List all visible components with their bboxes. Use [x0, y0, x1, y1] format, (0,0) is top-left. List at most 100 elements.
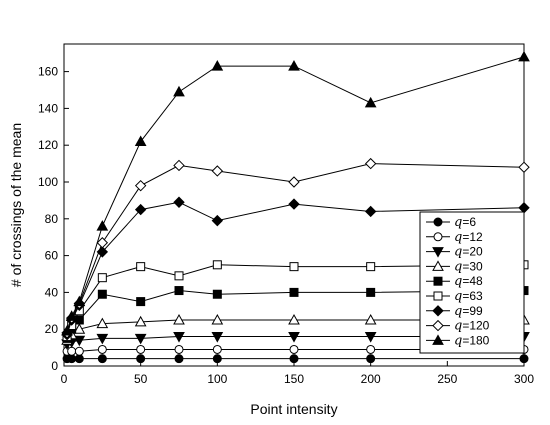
- legend-value: =99: [462, 304, 483, 318]
- data-point: [366, 262, 376, 272]
- x-tick-label: 200: [361, 372, 381, 386]
- y-tick-label: 40: [45, 285, 59, 299]
- legend-value: =180: [462, 333, 489, 347]
- legend-label: q=12: [454, 230, 483, 245]
- legend-marker: [432, 247, 444, 258]
- legend-marker: [433, 217, 443, 227]
- y-tick-label: 60: [45, 249, 59, 263]
- legend-symbol: q: [454, 230, 462, 245]
- legend-value: =20: [462, 245, 483, 259]
- data-point: [96, 317, 109, 329]
- data-point: [364, 157, 377, 170]
- x-tick-label: 250: [437, 372, 457, 386]
- legend-label: q=99: [454, 304, 483, 319]
- legend-symbol: q: [454, 245, 462, 260]
- legend-label: q=30: [454, 259, 483, 274]
- data-point: [136, 262, 146, 272]
- legend-marker: [432, 260, 444, 271]
- data-point: [289, 344, 299, 354]
- y-tick-label: 160: [38, 65, 58, 79]
- data-point: [74, 346, 84, 356]
- data-point: [136, 344, 146, 354]
- data-point: [97, 273, 107, 283]
- series-q-180: [61, 50, 530, 336]
- legend-value: =6: [462, 215, 476, 229]
- legend-marker: [432, 319, 444, 332]
- data-point: [289, 287, 299, 297]
- legend-item: q=63: [426, 289, 483, 304]
- legend-symbol: q: [454, 215, 462, 230]
- legend-label: q=180: [454, 333, 490, 348]
- legend-marker: [432, 305, 444, 317]
- data-point: [364, 96, 377, 108]
- data-point: [211, 60, 224, 71]
- legend-symbol: q: [454, 304, 462, 319]
- data-point: [67, 346, 77, 356]
- series-layer: [61, 50, 530, 364]
- legend-symbol: q: [454, 274, 462, 289]
- data-point: [518, 50, 530, 62]
- data-point: [97, 289, 107, 299]
- legend-marker: [432, 334, 444, 345]
- data-point: [96, 237, 109, 249]
- data-point: [174, 286, 184, 296]
- series-q-6: [62, 354, 529, 364]
- data-point: [518, 161, 530, 173]
- data-point: [211, 332, 224, 343]
- y-tick-label: 100: [38, 175, 58, 189]
- y-tick-label: 120: [38, 138, 58, 152]
- legend-symbol: q: [454, 333, 462, 348]
- y-axis: 0 20 40 60 80 100 120 140 160: [38, 65, 69, 373]
- legend-value: =63: [462, 289, 483, 303]
- data-point: [67, 354, 77, 364]
- data-point: [65, 310, 78, 321]
- x-tick-label: 100: [207, 372, 227, 386]
- legend-symbol: q: [454, 289, 462, 304]
- data-point: [173, 313, 185, 325]
- x-tick-label: 300: [514, 372, 534, 386]
- legend-item: q=99: [426, 304, 483, 319]
- data-point: [211, 313, 224, 325]
- data-point: [173, 196, 185, 208]
- legend-marker: [433, 232, 443, 242]
- legend-item: q=48: [426, 274, 483, 289]
- data-point: [364, 205, 377, 218]
- data-point: [366, 344, 376, 354]
- data-point: [97, 344, 107, 354]
- data-point: [73, 295, 86, 307]
- series-line: [66, 201, 525, 335]
- data-point: [134, 333, 147, 345]
- legend-item: q=20: [426, 245, 483, 260]
- legend-label: q=6: [454, 215, 476, 230]
- legend-value: =48: [462, 274, 483, 288]
- series-line: [66, 56, 525, 332]
- x-axis: 0 50 100 150 200 250 300: [61, 361, 534, 386]
- data-point: [212, 289, 222, 299]
- legend-label: q=120: [454, 319, 490, 334]
- legend-value: =120: [462, 319, 489, 333]
- data-point: [173, 159, 185, 172]
- data-point: [288, 313, 300, 325]
- y-tick-label: 80: [45, 212, 59, 226]
- data-point: [173, 85, 185, 97]
- data-point: [366, 287, 376, 297]
- y-axis-title: # of crossings of the mean: [8, 123, 24, 287]
- legend-label: q=48: [454, 274, 483, 289]
- data-point: [518, 202, 530, 214]
- legend-label: q=63: [454, 289, 483, 304]
- data-point: [211, 165, 224, 177]
- legend-item: q=120: [426, 319, 490, 334]
- data-point: [97, 354, 107, 364]
- data-point: [96, 333, 109, 345]
- y-tick-label: 140: [38, 101, 58, 115]
- legend-item: q=12: [426, 230, 483, 245]
- data-point: [174, 271, 184, 281]
- data-point: [212, 260, 222, 270]
- data-point: [136, 297, 146, 307]
- legend-symbol: q: [454, 259, 462, 274]
- data-point: [74, 354, 84, 364]
- legend-label: q=20: [454, 245, 483, 260]
- data-point: [288, 198, 300, 210]
